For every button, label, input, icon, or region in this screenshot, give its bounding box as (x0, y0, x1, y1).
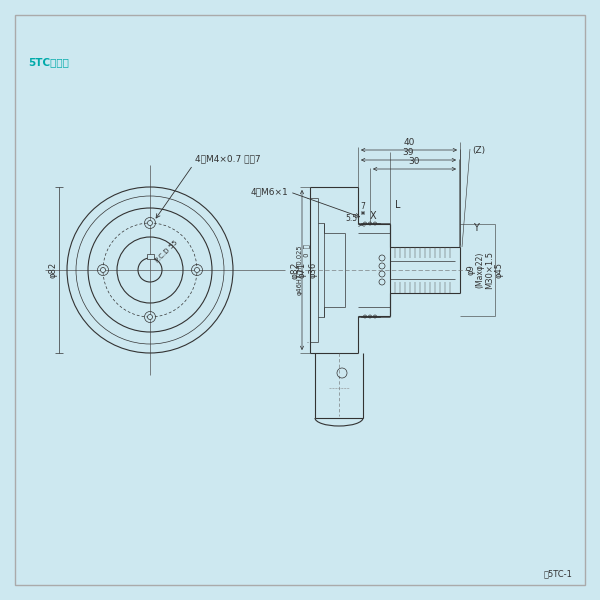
Text: φ9: φ9 (467, 265, 476, 275)
Text: 図5TC-1: 図5TC-1 (543, 569, 572, 578)
Text: φ45: φ45 (495, 262, 504, 278)
Text: L: L (395, 200, 401, 210)
Text: φ36: φ36 (308, 262, 317, 278)
Text: (Maxφ22): (Maxφ22) (475, 252, 484, 288)
Text: φ82: φ82 (291, 262, 300, 278)
Text: 5.5: 5.5 (345, 214, 357, 223)
Circle shape (101, 268, 106, 272)
Text: Y: Y (473, 223, 479, 233)
Text: 4－M6×1: 4－M6×1 (250, 187, 288, 196)
Text: M30×1.5: M30×1.5 (485, 251, 494, 289)
Text: φ82: φ82 (48, 262, 57, 278)
Text: 7: 7 (361, 202, 365, 211)
Circle shape (148, 314, 152, 319)
Bar (146, 254, 154, 259)
Text: 5TC寸法図: 5TC寸法図 (28, 57, 69, 67)
Text: P.C.D 55: P.C.D 55 (154, 239, 178, 264)
Text: 39: 39 (403, 148, 414, 157)
Text: X: X (370, 211, 376, 221)
Text: 30: 30 (409, 157, 420, 166)
Text: (Z): (Z) (472, 146, 485, 155)
Text: φ71: φ71 (298, 262, 307, 278)
Circle shape (194, 268, 199, 272)
Text: φ46H7（+0.025
          0  ）: φ46H7（+0.025 0 ） (296, 245, 310, 295)
Circle shape (148, 220, 152, 226)
Text: 40: 40 (403, 138, 415, 147)
Text: 4－M4×0.7 深サ7: 4－M4×0.7 深サ7 (195, 154, 260, 163)
